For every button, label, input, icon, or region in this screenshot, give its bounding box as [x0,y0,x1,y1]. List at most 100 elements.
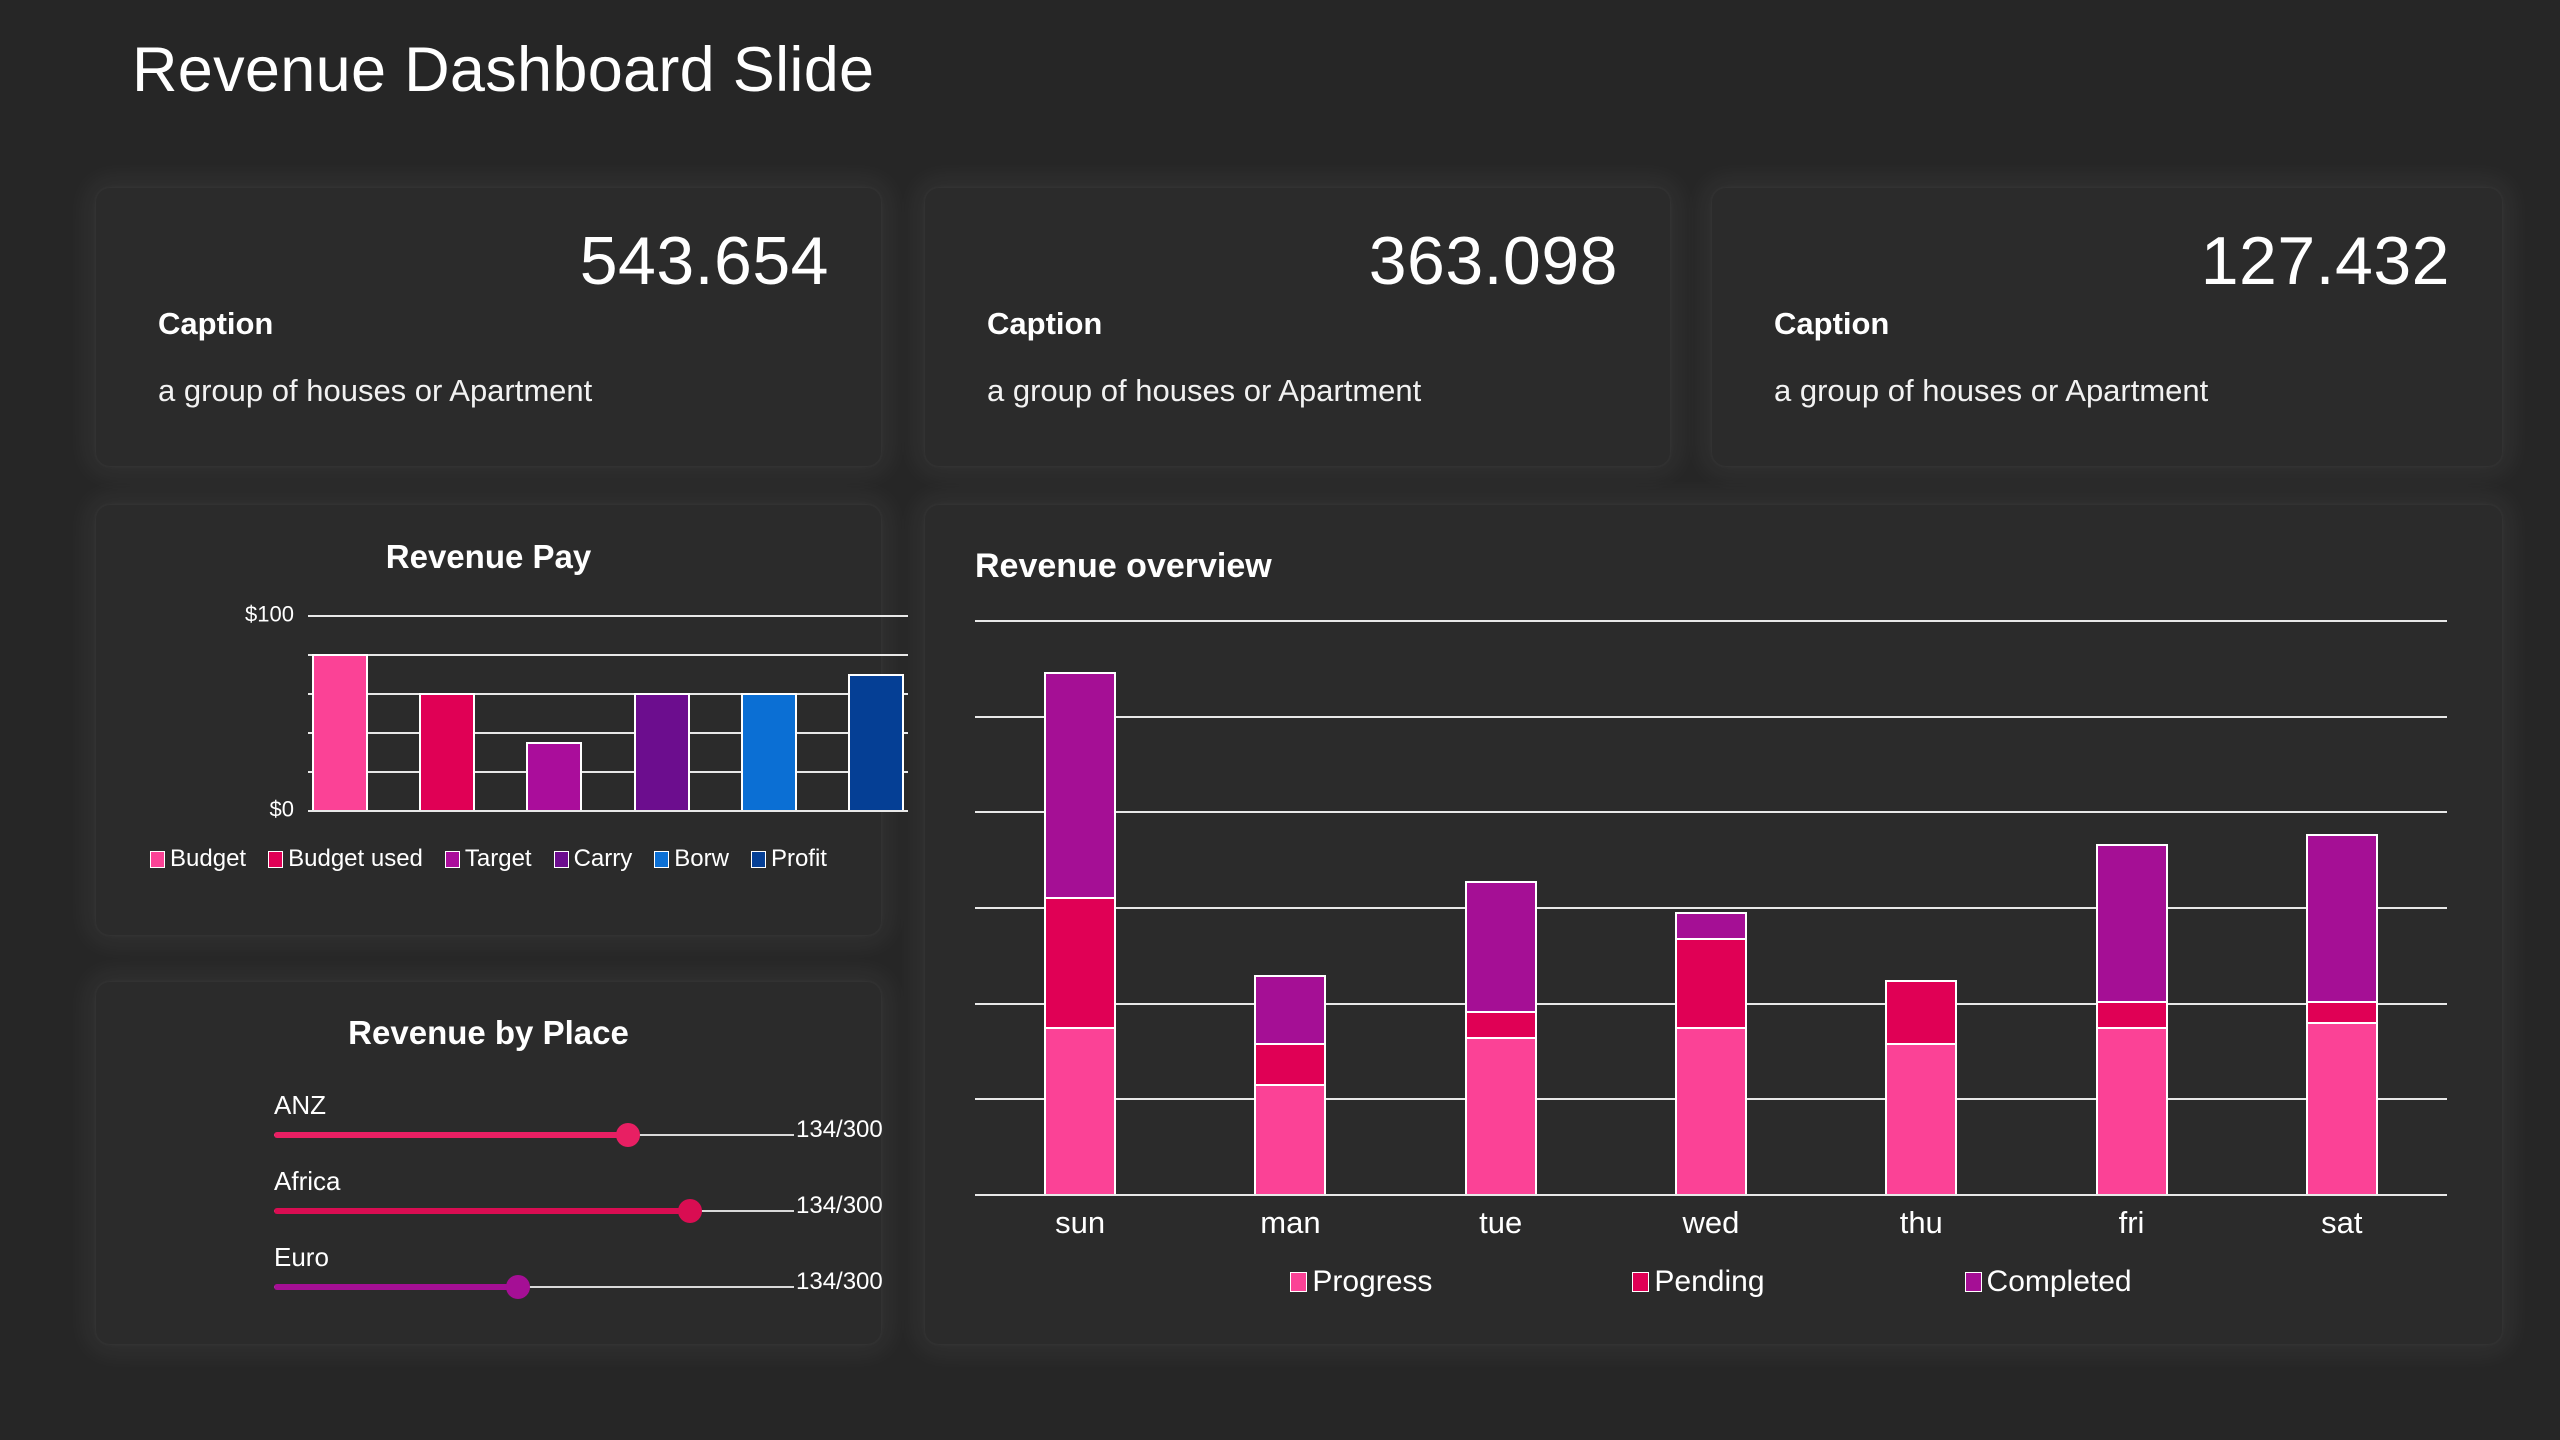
legend-label: Completed [1986,1265,2132,1298]
legend-swatch-icon [444,850,460,868]
revenue-pay-bar[interactable] [526,741,583,810]
legend-swatch-icon [150,850,166,868]
stat-card[interactable]: 363.098 Caption a group of houses or Apa… [925,188,1670,466]
slider-thumb[interactable] [678,1199,702,1223]
revenue-overview-stack[interactable] [1044,620,1117,1194]
revenue-overview-segment[interactable] [2095,1000,2168,1028]
revenue-pay-card[interactable]: Revenue Pay $100 $0 Budget Budget used Tar… [96,505,908,935]
revenue-overview-stack[interactable] [1254,620,1327,1194]
revenue-overview-segment[interactable] [1044,672,1117,897]
revenue-overview-segment[interactable] [2095,844,2168,1001]
slider-fill [274,1284,519,1290]
revenue-overview-stack[interactable] [1464,620,1537,1194]
revenue-pay-title: Revenue Pay [385,538,592,575]
stat-caption: Caption [158,306,274,341]
gridline [308,810,908,812]
revenue-overview-title: Revenue overview [975,547,1272,585]
revenue-overview-segment[interactable] [1674,1027,1747,1194]
gridline [308,654,908,656]
revenue-overview-stack[interactable] [1674,620,1747,1194]
revenue-pay-legend: Budget Budget used Target Carry Borw Profit [96,845,881,873]
legend-item[interactable]: Completed [1964,1265,2132,1299]
legend-item[interactable]: Pending [1632,1265,1765,1299]
revenue-pay-bar[interactable] [633,693,690,810]
legend-swatch-icon [1290,1272,1308,1292]
slider-value: 134/300 [796,1116,883,1143]
revenue-overview-card[interactable]: Revenue overview sun man tue wed thu fri sat P… [925,505,2502,1344]
page-title: Revenue Dashboard Slide [132,35,875,105]
stat-card[interactable]: 127.432 Caption a group of houses or Apa… [1712,188,2502,466]
slider-track[interactable] [274,1275,794,1299]
slider-track[interactable] [274,1123,794,1147]
legend-label: Profit [770,845,827,872]
legend-item[interactable]: Budget [150,845,246,873]
revenue-place-row: Africa 134/300 [96,1166,883,1240]
slider-value: 134/300 [796,1192,883,1219]
legend-swatch-icon [654,850,670,868]
revenue-pay-ytick-bottom: $0 [269,796,294,822]
legend-swatch-icon [268,850,284,868]
revenue-overview-segment[interactable] [2305,1000,2378,1022]
revenue-pay-bar[interactable] [847,673,904,810]
gridline [308,732,908,734]
revenue-overview-legend: Progress Pending Completed [975,1265,2447,1299]
revenue-pay-bar[interactable] [419,693,476,810]
gridline [975,811,2447,814]
legend-label: Pending [1654,1265,1765,1298]
revenue-overview-segment[interactable] [1464,1037,1537,1194]
revenue-overview-segment[interactable] [2305,833,2378,1001]
revenue-overview-xtick: sat [2321,1205,2363,1240]
slider-label: Africa [274,1166,341,1196]
legend-label: Progress [1312,1265,1433,1298]
stat-card[interactable]: 543.654 Caption a group of houses or Apa… [96,188,881,466]
stat-value: 127.432 [2200,223,2450,299]
revenue-overview-bars [975,620,2447,1194]
legend-item[interactable]: Borw [654,845,729,873]
legend-item[interactable]: Target [444,845,532,873]
stat-value: 363.098 [1368,223,1618,299]
revenue-overview-stack[interactable] [1885,620,1958,1194]
revenue-by-place-card[interactable]: Revenue by Place ANZ 134/300 Africa 134/300… [96,982,883,1344]
revenue-overview-segment[interactable] [1044,1027,1117,1194]
revenue-pay-bar[interactable] [312,654,368,810]
gridline [308,771,908,773]
slider-value: 134/300 [796,1268,883,1295]
legend-item[interactable]: Budget used [268,845,423,873]
revenue-overview-xtick: fri [2118,1205,2145,1240]
legend-label: Carry [573,845,633,872]
revenue-overview-segment[interactable] [1254,974,1327,1043]
revenue-overview-stack[interactable] [2095,620,2168,1194]
legend-item[interactable]: Profit [750,845,827,873]
revenue-overview-segment[interactable] [1044,896,1117,1028]
revenue-overview-segment[interactable] [1464,1011,1537,1038]
revenue-overview-segment[interactable] [1885,980,1958,1043]
revenue-overview-segment[interactable] [1254,1042,1327,1085]
slider-thumb[interactable] [506,1275,531,1299]
slider-track[interactable] [274,1199,794,1223]
revenue-overview-segment[interactable] [2305,1021,2378,1194]
revenue-overview-segment[interactable] [1464,880,1537,1012]
revenue-pay-bar[interactable] [740,693,797,810]
revenue-pay-plot: $100 $0 [245,601,908,821]
legend-swatch-icon [750,850,766,868]
revenue-overview-segment[interactable] [1254,1084,1327,1194]
revenue-overview-segment[interactable] [1885,1042,1958,1194]
legend-label: Budget used [288,845,423,872]
gridline [975,620,2447,622]
slider-fill [274,1132,628,1138]
slider-thumb[interactable] [615,1123,640,1147]
revenue-pay-gridlines [308,615,908,812]
revenue-overview-xtick: man [1260,1205,1321,1240]
revenue-pay-bars [308,615,908,810]
legend-label: Target [464,845,532,872]
revenue-overview-segment[interactable] [1674,912,1747,939]
legend-item[interactable]: Progress [1290,1265,1432,1299]
revenue-overview-stack[interactable] [2305,620,2378,1194]
revenue-place-row: ANZ 134/300 [96,1090,883,1164]
legend-item[interactable]: Carry [553,845,633,873]
legend-swatch-icon [1632,1272,1650,1292]
revenue-overview-segment[interactable] [2095,1027,2168,1194]
stat-caption: Caption [1774,306,1890,341]
revenue-overview-segment[interactable] [1674,938,1747,1028]
revenue-overview-plot [975,620,2447,1196]
